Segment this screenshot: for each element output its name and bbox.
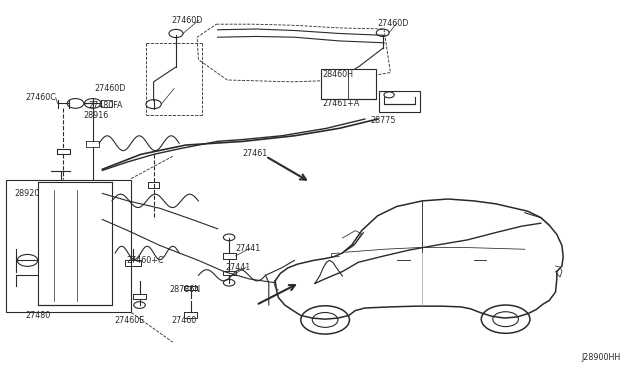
Text: 28786N: 28786N bbox=[169, 285, 200, 294]
Text: 27441: 27441 bbox=[225, 263, 250, 272]
Text: 27460E: 27460E bbox=[114, 316, 144, 325]
Text: 27460D: 27460D bbox=[172, 16, 203, 25]
Bar bbox=[321, 69, 376, 99]
Text: 27461: 27461 bbox=[242, 149, 267, 158]
Bar bbox=[6, 180, 131, 312]
Text: 28775: 28775 bbox=[370, 116, 396, 125]
Text: 28916: 28916 bbox=[83, 111, 108, 120]
Text: 27460: 27460 bbox=[172, 316, 196, 325]
Text: 27460+C: 27460+C bbox=[127, 256, 164, 265]
Bar bbox=[379, 91, 420, 112]
Text: 27480FA: 27480FA bbox=[88, 101, 123, 110]
Text: 27480: 27480 bbox=[26, 311, 51, 320]
Text: 28460H: 28460H bbox=[323, 70, 353, 79]
Text: 28920: 28920 bbox=[14, 189, 40, 198]
Text: 27460D: 27460D bbox=[378, 19, 409, 28]
Text: 27460D: 27460D bbox=[95, 84, 126, 93]
Text: 27461+A: 27461+A bbox=[323, 99, 360, 108]
Text: 27441: 27441 bbox=[236, 244, 260, 253]
Text: 27460C: 27460C bbox=[26, 93, 56, 102]
Text: J28900HH: J28900HH bbox=[582, 353, 621, 362]
